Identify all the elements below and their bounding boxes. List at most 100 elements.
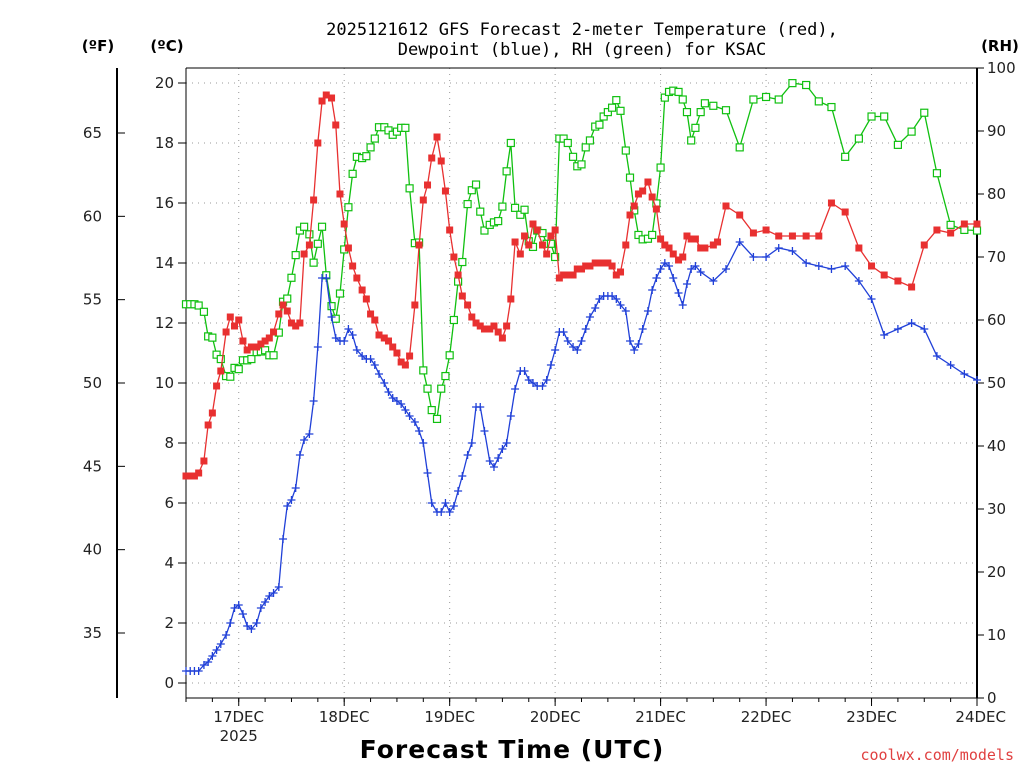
temperature-point [458, 292, 466, 300]
celsius-tick-label: 2 [164, 614, 174, 632]
fahrenheit-tick-label: 50 [83, 374, 102, 392]
temperature-point [486, 325, 494, 333]
rh-point [559, 134, 568, 143]
temperature-point [697, 244, 705, 252]
temperature-point [543, 250, 551, 258]
dewpoint-point [577, 337, 586, 345]
rh-tick-label: 70 [987, 248, 1006, 266]
x-axis-label: Forecast Time (UTC) [360, 735, 665, 764]
fahrenheit-tick-label: 40 [83, 541, 102, 559]
temperature-point [247, 343, 255, 351]
time-tick-label: 18DEC [319, 708, 370, 726]
temperature-point [675, 256, 683, 264]
dewpoint-point [621, 307, 630, 315]
temperature-point [287, 319, 295, 327]
dewpoint-point [380, 379, 389, 387]
temperature-point [314, 139, 322, 147]
rh-point [313, 239, 322, 248]
temperature-point [270, 328, 278, 336]
dewpoint-point [419, 439, 428, 447]
rh-point [348, 169, 357, 178]
dewpoint-point [648, 286, 657, 294]
dewpoint-point [502, 439, 511, 447]
dewpoint-point [585, 313, 594, 321]
temperature-point [226, 313, 234, 321]
rh-point [691, 123, 700, 132]
dewpoint-point [427, 499, 436, 507]
temperature-point [679, 253, 687, 261]
rh-point [735, 143, 744, 152]
temperature-point [595, 259, 603, 267]
rh-point [234, 365, 243, 374]
temperature-point [560, 271, 568, 279]
time-year-label: 2025 [220, 727, 258, 745]
time-tick-label: 19DEC [424, 708, 475, 726]
temperature-point [591, 259, 599, 267]
rh-point [384, 126, 393, 135]
celsius-unit-label: (ºC) [150, 37, 183, 55]
rh-point [603, 107, 612, 117]
dewpoint-point [265, 592, 274, 600]
rh-point [696, 107, 705, 117]
dewpoint-point [569, 343, 578, 351]
temperature-point [384, 337, 392, 345]
temperature-point [507, 295, 515, 303]
celsius-tick-label: 10 [155, 374, 174, 392]
temperature-point [529, 220, 537, 228]
temperature-point [296, 319, 304, 327]
dewpoint-point [283, 502, 292, 510]
rh-point [972, 226, 982, 235]
temperature-point [604, 259, 612, 267]
temperature-point [775, 232, 783, 240]
rh-point [721, 106, 731, 115]
rh-point [212, 350, 221, 359]
dewpoint-point [199, 661, 208, 669]
temperature-point [722, 202, 730, 210]
temperature-point [190, 472, 198, 480]
rh-point [660, 93, 669, 102]
rh-point [327, 302, 336, 311]
temperature-point [200, 457, 208, 465]
temperature-point [222, 328, 230, 336]
dewpoint-point [551, 346, 560, 354]
rh-tick-label: 90 [987, 122, 1006, 140]
rh-point [648, 230, 657, 240]
temperature-point [762, 226, 770, 234]
temperature-point [239, 337, 247, 345]
temperature-point [709, 241, 717, 249]
temperature-series [182, 91, 981, 480]
temperature-point [480, 325, 488, 333]
temperature-point [261, 337, 269, 345]
temperature-point [612, 271, 620, 279]
rh-tick-label: 40 [987, 437, 1006, 455]
rh-point [520, 205, 529, 214]
temperature-point [253, 343, 261, 351]
temperature-point [555, 274, 563, 282]
time-tick-label: 20DEC [530, 708, 581, 726]
temperature-point [472, 319, 480, 327]
rh-point [932, 169, 942, 178]
dewpoint-point [591, 304, 600, 312]
temperature-point [644, 178, 652, 186]
rh-point [802, 80, 811, 90]
temperature-point [714, 238, 722, 246]
dewpoint-point [291, 484, 300, 492]
rh-point [300, 222, 309, 231]
dewpoint-point [458, 472, 467, 480]
temperature-point [397, 358, 405, 366]
temperature-point [401, 361, 409, 369]
dewpoint-point [375, 370, 384, 378]
rh-point [405, 184, 414, 193]
rh-point [568, 152, 578, 161]
dewpoint-point [960, 370, 969, 378]
dewpoint-point [802, 259, 811, 267]
dewpoint-line [186, 240, 978, 672]
rh-tick-label: 0 [987, 689, 997, 707]
dewpoint-point [973, 376, 981, 384]
temperature-point [406, 352, 414, 360]
dewpoint-point [506, 412, 515, 420]
temperature-point [880, 271, 888, 279]
dewpoint-point [656, 265, 665, 273]
temperature-point [336, 190, 344, 198]
